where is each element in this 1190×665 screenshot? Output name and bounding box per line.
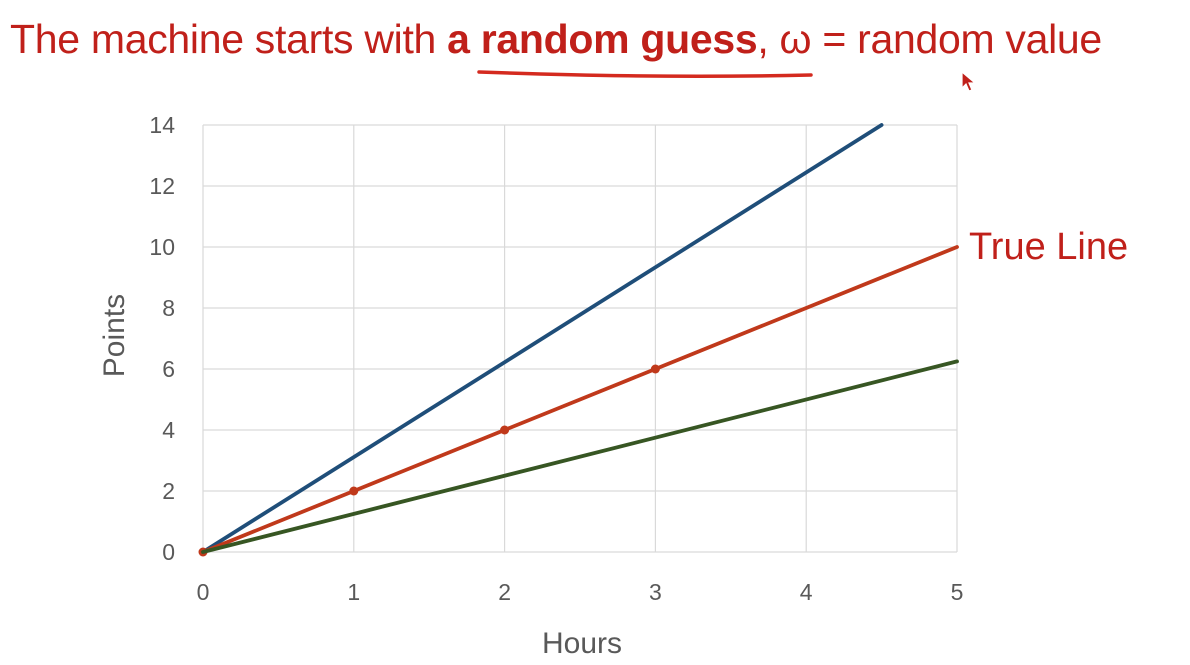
y-axis-title: Points — [98, 294, 131, 377]
y-tick-label: 0 — [162, 539, 175, 565]
chart-series — [198, 123, 959, 557]
series-point — [500, 425, 510, 435]
series-point — [650, 364, 660, 374]
y-tick-label: 4 — [162, 417, 175, 443]
x-tick-label: 5 — [951, 579, 964, 605]
handwritten-underline — [477, 70, 813, 78]
y-tick-label: 10 — [149, 234, 175, 260]
x-tick-label: 1 — [347, 579, 360, 605]
y-tick-label: 14 — [149, 112, 175, 138]
series-point — [349, 486, 359, 496]
series-line-2 — [201, 359, 959, 554]
true-line-label: True Line — [969, 226, 1128, 268]
title-text-start: The machine starts with — [10, 16, 448, 62]
x-tick-label: 2 — [498, 579, 511, 605]
series-line-0 — [201, 123, 884, 554]
pointer-cursor-icon — [961, 71, 977, 92]
title-text-end: , ω = random value — [757, 16, 1102, 62]
y-tick-label: 12 — [149, 173, 175, 199]
y-tick-label: 8 — [162, 295, 175, 321]
title-emphasis: a random guess — [447, 16, 758, 62]
slide-title: The machine starts with a random guess, … — [10, 14, 1102, 64]
y-tick-label: 6 — [162, 356, 175, 382]
x-tick-label: 0 — [197, 579, 210, 605]
x-tick-label: 3 — [649, 579, 662, 605]
series-line-1 — [201, 245, 959, 554]
chart-grid — [202, 124, 958, 553]
y-tick-label: 2 — [162, 478, 175, 504]
x-tick-label: 4 — [800, 579, 813, 605]
x-axis-title: Hours — [542, 627, 622, 660]
